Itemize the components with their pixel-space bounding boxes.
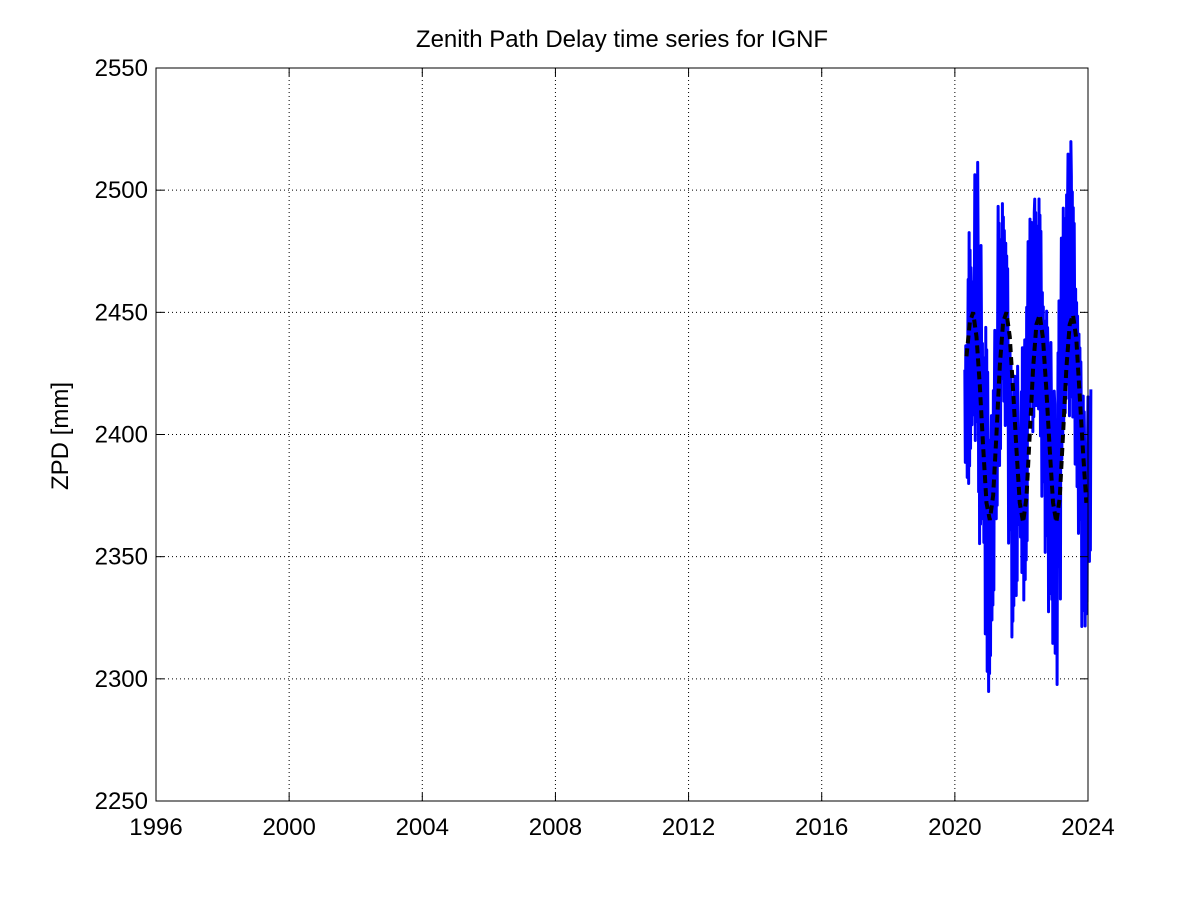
y-axis-label: ZPD [mm] <box>47 382 74 490</box>
x-tick-label: 2008 <box>529 814 582 841</box>
x-tick-label: 1996 <box>129 814 182 841</box>
x-tick-label: 2016 <box>795 814 848 841</box>
x-tick-label: 2012 <box>662 814 715 841</box>
data-layer <box>963 140 1093 693</box>
axis-ticks: 1996 2000 2004 2008 2012 2016 2020 2024 2250 2300… <box>95 55 1115 841</box>
y-tick-label: 2250 <box>95 788 148 815</box>
x-tick-label: 2000 <box>262 814 315 841</box>
zpd-observed-series <box>963 140 1093 693</box>
y-tick-label: 2550 <box>95 55 148 82</box>
chart-title: Zenith Path Delay time series for IGNF <box>416 26 828 53</box>
x-tick-label: 2004 <box>396 814 449 841</box>
x-tick-label: 2020 <box>928 814 981 841</box>
x-tick-label: 2024 <box>1061 814 1114 841</box>
y-tick-label: 2450 <box>95 299 148 326</box>
y-tick-label: 2500 <box>95 177 148 204</box>
y-tick-label: 2400 <box>95 422 148 449</box>
y-tick-label: 2300 <box>95 666 148 693</box>
y-tick-label: 2350 <box>95 544 148 571</box>
zpd-seasonal-fit-series <box>964 311 1089 523</box>
grid-lines <box>156 68 1088 801</box>
